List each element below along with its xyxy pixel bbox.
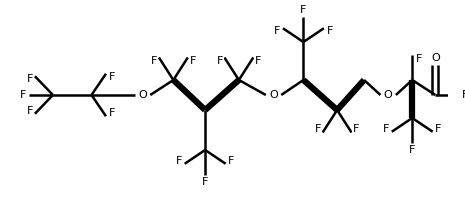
Text: O: O (384, 90, 392, 100)
Text: F: F (20, 90, 27, 100)
Text: F: F (202, 177, 208, 187)
Text: F: F (462, 90, 465, 100)
Text: F: F (353, 125, 359, 135)
Text: F: F (228, 156, 234, 166)
Text: F: F (108, 72, 115, 82)
Text: F: F (435, 124, 442, 134)
Text: F: F (151, 56, 157, 65)
Text: F: F (315, 125, 321, 135)
Text: O: O (269, 90, 278, 100)
Text: O: O (431, 53, 440, 63)
Text: F: F (189, 56, 196, 65)
Text: F: F (383, 124, 389, 134)
Text: F: F (255, 56, 261, 65)
Text: F: F (216, 56, 223, 65)
Text: F: F (416, 54, 422, 64)
Text: F: F (27, 74, 33, 84)
Text: F: F (300, 5, 306, 15)
Text: F: F (176, 156, 182, 166)
Text: F: F (326, 26, 333, 36)
Text: F: F (409, 145, 415, 155)
Text: F: F (108, 108, 115, 118)
Text: O: O (138, 90, 147, 100)
Text: F: F (274, 26, 280, 36)
Text: F: F (27, 106, 33, 116)
